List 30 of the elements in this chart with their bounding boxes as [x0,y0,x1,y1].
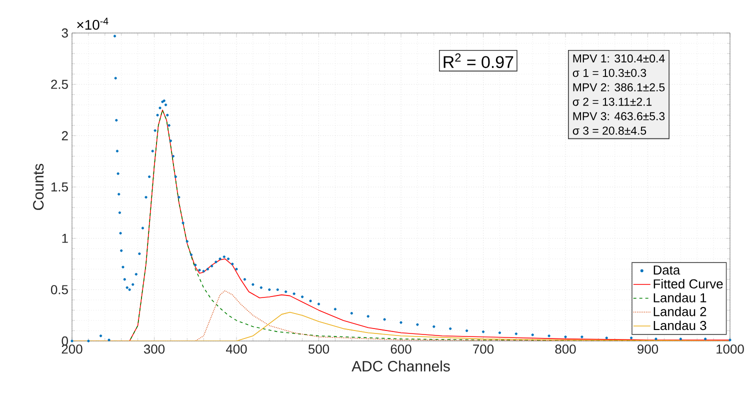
legend-label: Fitted Curve [654,278,723,288]
x-tick-label: 200 [62,344,82,354]
x-tick-label: 700 [473,344,494,354]
x-tick-label: 900 [638,344,658,354]
x-tick-label: 800 [555,344,576,354]
legend-label: Landau 1 [654,292,706,302]
x-axis-title: ADC Channels [352,360,450,372]
legend-label: Data [654,266,680,275]
annotation: σ 3 = 20.8±4.5 [572,126,646,135]
annotation: MPV 1: 310.4±0.4 [573,54,665,62]
y-tick-label: 2 [62,131,68,140]
annotation: σ 2 = 13.11±2.1 [572,98,652,106]
annotation: R$^{2}$ = 0.97 [444,53,514,68]
y-tick-label: 2.5 [51,80,68,89]
x-tick-label: 600 [390,344,412,354]
x-tick-label: 300 [144,344,165,354]
legend-label: Landau 2 [654,306,706,316]
x-tick-label: 500 [308,344,330,354]
legend-label: Landau 3 [654,320,706,330]
y-tick-label: 1 [62,234,68,243]
y-tick-label: 3 [62,28,68,38]
annotation: σ 1 = 10.3±0.3 [572,68,646,77]
y-tick-label: 0.5 [50,285,68,294]
text: ×10$^{-4}$ [77,18,108,30]
annotation: MPV 3: 463.6±5.3 [573,112,665,120]
annotation: MPV 2: 386.1±2.5 [573,83,665,92]
x-tick-label: 1000 [716,344,744,354]
x-tick-label: 400 [226,344,247,354]
y-axis-title: Counts [33,164,44,210]
y-tick-label: 1.5 [51,182,68,192]
